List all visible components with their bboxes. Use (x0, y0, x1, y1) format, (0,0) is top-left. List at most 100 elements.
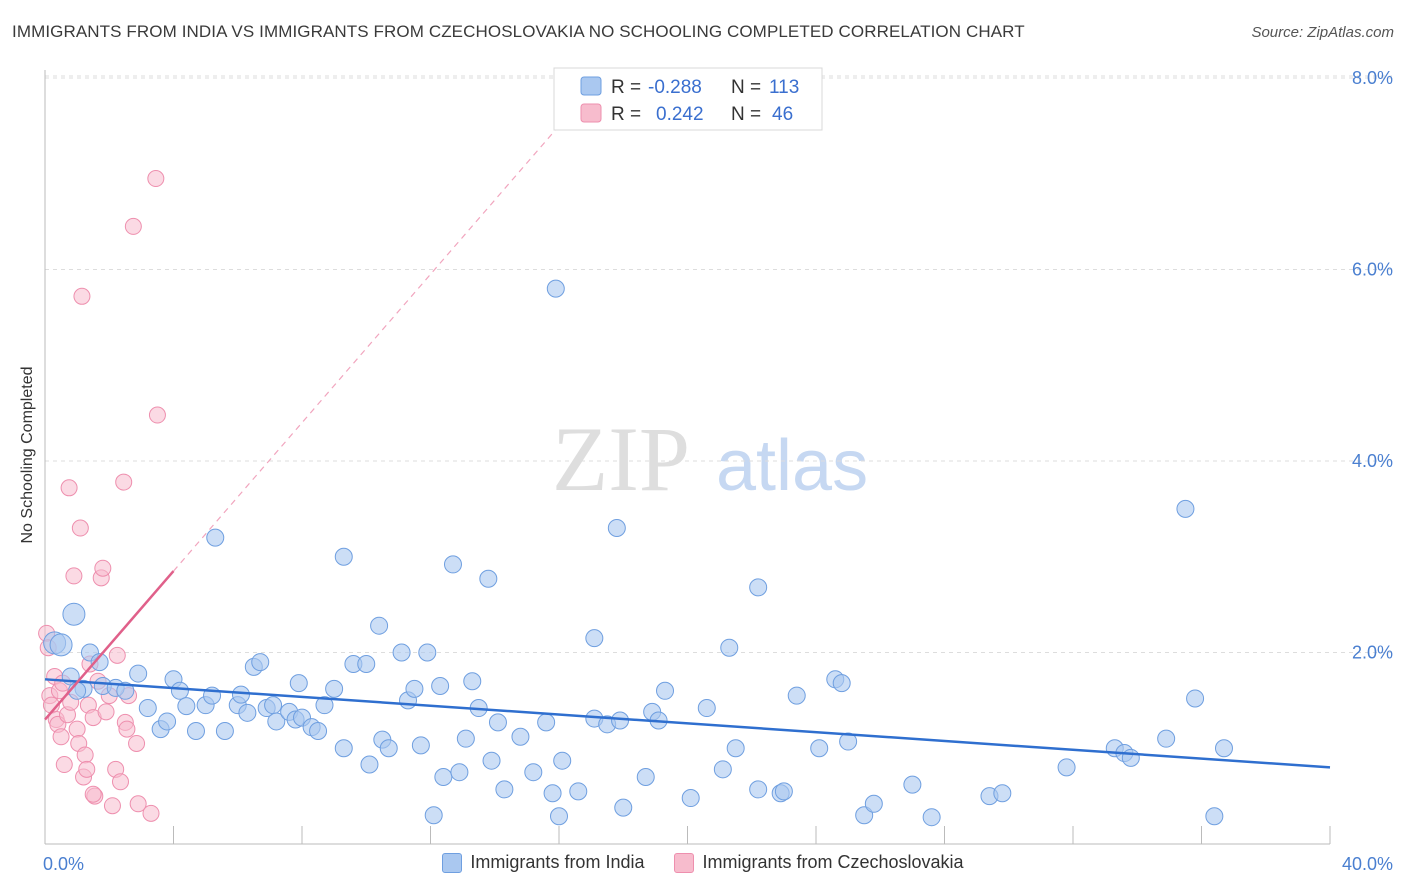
grid (45, 75, 1392, 653)
india-point (129, 664, 148, 683)
india-point (839, 732, 858, 751)
india-point (334, 739, 353, 758)
india-point (215, 722, 234, 741)
czech-point (94, 559, 112, 577)
india-point (116, 681, 135, 700)
india-point (379, 739, 398, 758)
india-point (456, 729, 475, 748)
india-point (1214, 739, 1233, 758)
india-point (405, 679, 424, 698)
india-point (1186, 689, 1205, 708)
czech-point (148, 406, 166, 424)
watermark-zip: ZIP (552, 408, 690, 510)
india-point (289, 674, 308, 693)
india-point (1057, 758, 1076, 777)
india-point (1176, 499, 1195, 518)
india-point (479, 569, 498, 588)
y-tick-label-4: 4.0% (1352, 451, 1393, 471)
legend-czech-n-value: 46 (772, 104, 793, 125)
watermark-atlas: atlas (716, 426, 868, 506)
legend-india-r-label: R = (611, 77, 641, 98)
india-point (713, 760, 732, 779)
czech-point (124, 217, 142, 235)
legend-czech-n-label: N = (731, 104, 761, 125)
india-point (360, 755, 379, 774)
india-point (993, 784, 1012, 803)
bottom-legend-india-label: Immigrants from India (470, 852, 645, 872)
india-point (697, 699, 716, 718)
y-tick-label-6: 6.0% (1352, 260, 1393, 280)
india-point (264, 696, 283, 715)
india-point (418, 643, 437, 662)
legend-czech-r-label: R = (611, 104, 641, 125)
czech-point (65, 567, 83, 585)
czech-point (115, 473, 133, 491)
india-point (431, 677, 450, 696)
india-point (855, 806, 874, 825)
india-point (636, 767, 655, 786)
czech-point (73, 287, 91, 305)
india-point (206, 528, 225, 547)
watermark: ZIP atlas (552, 408, 868, 510)
india-point (543, 784, 562, 803)
india-point (158, 712, 177, 731)
india-point (370, 616, 389, 635)
x-tick-label-min: 0.0% (43, 854, 84, 874)
india-point (357, 654, 376, 673)
india-point (726, 739, 745, 758)
india-point (325, 679, 344, 698)
czech-point (55, 756, 73, 774)
legend-india-n-value: 113 (769, 77, 799, 98)
india-point (774, 782, 793, 801)
india-point (170, 681, 189, 700)
czech-point (76, 746, 94, 764)
y-tick-label-2: 2.0% (1352, 643, 1393, 663)
india-point (922, 808, 941, 827)
india-point (482, 751, 501, 770)
czech-point (84, 785, 102, 803)
czech-point (108, 646, 126, 664)
y-tick-label-8: 8.0% (1352, 68, 1393, 88)
bottom-legend-india: Immigrants from India (442, 852, 644, 873)
india-point (903, 775, 922, 794)
trend-lines (44, 125, 1331, 769)
india-point (495, 780, 514, 799)
legend-box: R = -0.288 N = 113 R = 0.242 N = 46 (553, 67, 823, 131)
india-point (62, 602, 86, 626)
india-point (749, 578, 768, 597)
legend-india-n-label: N = (731, 77, 761, 98)
india-point (90, 653, 109, 672)
india-point (49, 633, 73, 657)
czech-point (71, 519, 89, 537)
czech-point (129, 795, 147, 813)
india-point (546, 279, 565, 298)
india-point (309, 722, 328, 741)
india-point (315, 696, 334, 715)
india-point (392, 643, 411, 662)
india-point (537, 713, 556, 732)
czech-point (142, 804, 160, 822)
india-point (463, 672, 482, 691)
india-point (524, 763, 543, 782)
india-point (334, 547, 353, 566)
chart-title: IMMIGRANTS FROM INDIA VS IMMIGRANTS FROM… (12, 22, 1025, 41)
india-point (231, 685, 250, 704)
india-point (267, 712, 286, 731)
czech-point (111, 773, 129, 791)
czech-series (38, 170, 166, 822)
india-point (832, 674, 851, 693)
india-point (511, 727, 530, 746)
axes (44, 70, 1331, 845)
india-point (251, 653, 270, 672)
india-point (238, 703, 257, 722)
india-point (611, 711, 630, 730)
india-point (553, 751, 572, 770)
india-point (450, 763, 469, 782)
india-point (443, 555, 462, 574)
india-trend-line (44, 678, 1331, 769)
india-point (569, 782, 588, 801)
india-series (43, 279, 1233, 827)
legend-india-r-value: -0.288 (648, 77, 702, 98)
czech-point (60, 479, 78, 497)
india-point (607, 519, 626, 538)
